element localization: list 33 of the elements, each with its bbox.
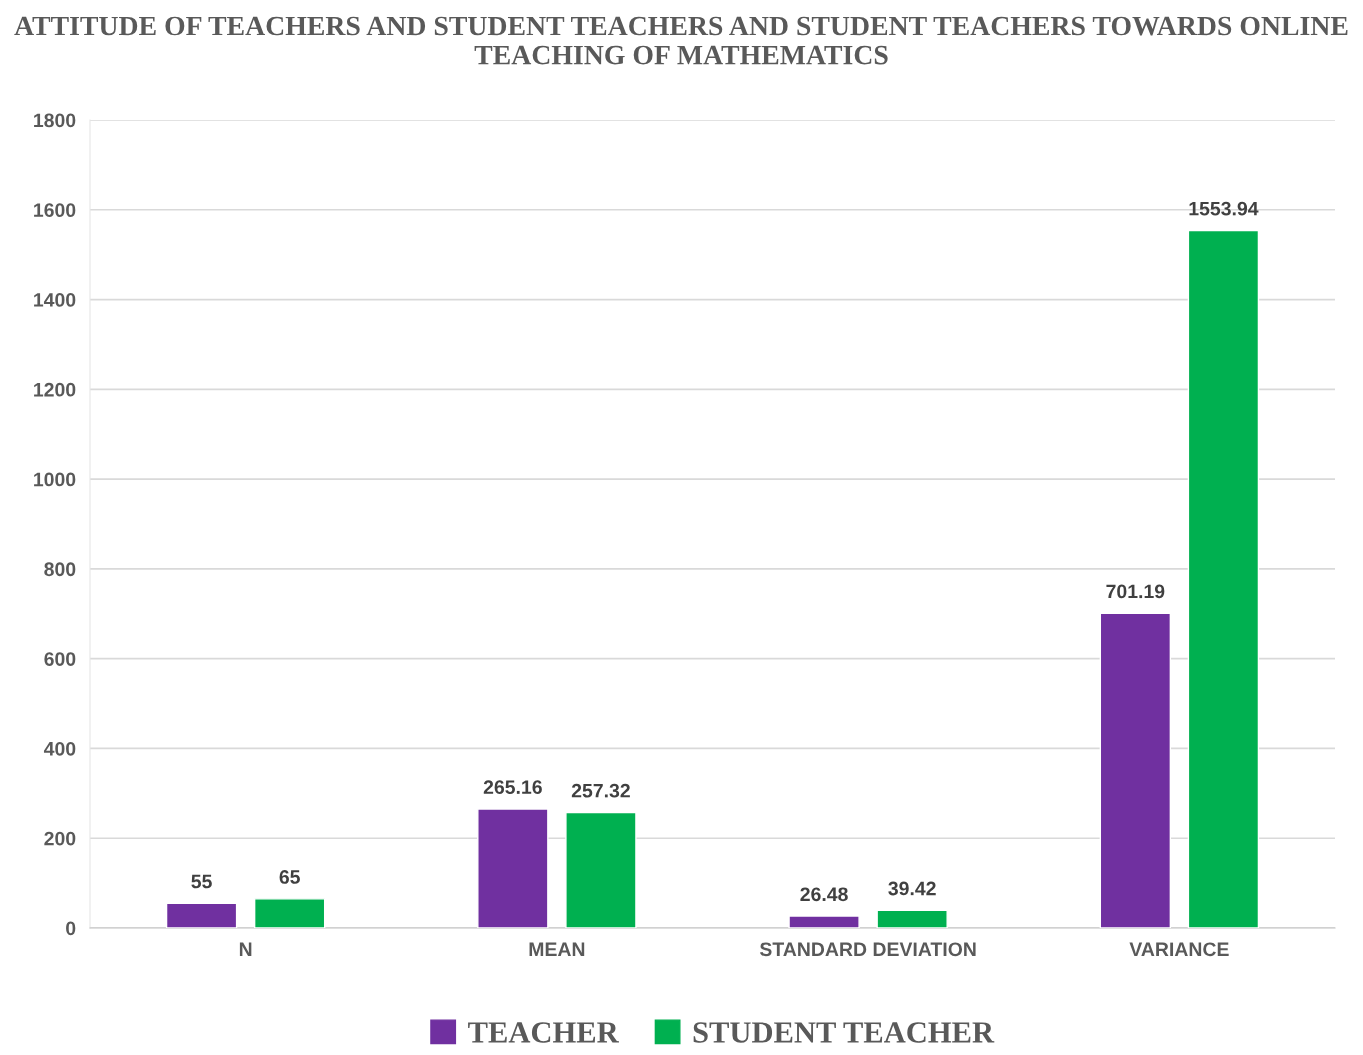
bar [565, 811, 637, 928]
data-label: 26.48 [800, 887, 848, 902]
y-tick-label: 200 [44, 831, 76, 846]
y-tick-label: 400 [43, 741, 76, 756]
x-tick-label: STANDARD DEVIATION [759, 942, 976, 957]
legend-label: STUDENT TEACHER [693, 1022, 995, 1043]
y-tick-label: 1600 [34, 203, 76, 218]
x-tick-label: MEAN [529, 942, 585, 956]
x-tick-label: VARIANCE [1129, 942, 1229, 957]
data-label: 39.42 [888, 881, 936, 896]
y-tick-label: 1000 [34, 472, 76, 487]
data-label: 1553.94 [1189, 201, 1259, 216]
y-tick-label: 800 [44, 562, 76, 577]
chart-title: ATTITUDE OF TEACHERS AND STUDENT TEACHERS AND STUDENT TEACHERS TOWARDS ONLINE TEACHING OF MATHEMATICS [14, 16, 1348, 65]
bar [477, 808, 549, 928]
data-label: 65 [279, 870, 300, 884]
y-tick-label: 0 [66, 921, 76, 936]
x-tick-label: N [239, 942, 252, 956]
bar [788, 915, 860, 928]
data-label: 265.16 [483, 780, 542, 795]
y-tick-label: 1800 [34, 113, 76, 128]
bar [1099, 612, 1172, 928]
bar [1187, 229, 1260, 928]
data-label: 257.32 [571, 783, 630, 798]
y-tick-label: 600 [44, 652, 76, 666]
data-label: 701.19 [1106, 584, 1165, 599]
y-tick-label: 1200 [34, 382, 76, 397]
legend-label: TEACHER [468, 1022, 619, 1043]
bar [876, 909, 948, 928]
y-tick-label: 1400 [34, 293, 76, 307]
data-label: 55 [191, 874, 212, 889]
bar [253, 898, 326, 928]
bar [165, 902, 238, 928]
